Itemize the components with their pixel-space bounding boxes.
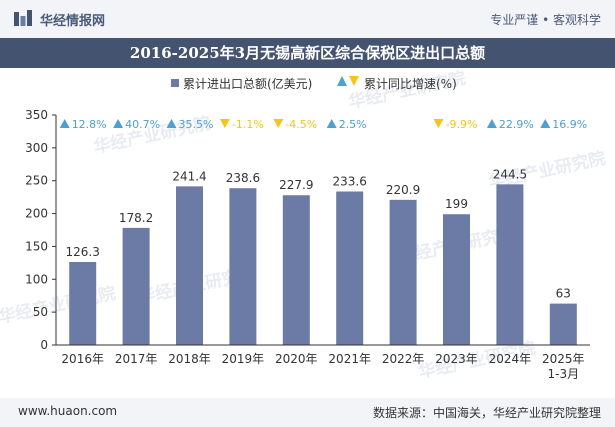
bar-value-label: 126.3: [66, 245, 100, 259]
growth-rate-label: 12.8%: [72, 118, 107, 131]
growth-rate-label: -4.5%: [285, 118, 317, 131]
bar-value-label: 63: [556, 287, 571, 301]
y-tick-label: 0: [40, 338, 48, 352]
legend-down-triangle-icon: [349, 76, 359, 86]
bars: 126.3 178.2 241.4 238.6 227.9 233.6 220.9 199 24…: [66, 167, 577, 345]
chart: 华经产业研究院华经产业研究院华经产业研究院华经产业研究院华经产业研究院华经产业研…: [0, 68, 607, 383]
growth-up-triangle-icon: [59, 119, 70, 128]
bar: [122, 227, 150, 345]
chart-title: 2016-2025年3月无锡高新区综合保税区进出口总额: [129, 44, 486, 62]
growth-rate-label: 2.5%: [339, 118, 367, 131]
y-tick-label: 350: [25, 108, 48, 122]
growth-down-triangle-icon: [219, 119, 230, 128]
x-tick-label: 2018年: [168, 352, 211, 366]
x-tick-label: 2023年: [435, 352, 478, 366]
growth-labels: 12.8% 40.7% 35.5% -1.1% -4.5% 2.5% -9.9% 22.9% 1…: [59, 118, 587, 131]
footer: www.huaon.com 数据来源：中国海关，华经产业研究院整理: [0, 398, 615, 427]
bar-value-label: 199: [445, 197, 468, 211]
y-tick-label: 200: [25, 207, 48, 221]
tagline: 专业严谨 • 客观科学: [490, 13, 601, 27]
bar: [549, 303, 577, 345]
bar-value-label: 241.4: [172, 169, 206, 183]
bar-value-label: 220.9: [386, 183, 420, 197]
bar: [443, 214, 470, 345]
growth-up-triangle-icon: [486, 119, 497, 128]
bar: [176, 186, 203, 345]
x-tick-label: 2021年: [328, 352, 371, 366]
logo-icon: [14, 10, 32, 26]
x-tick-label: 2025年: [542, 352, 585, 366]
growth-up-triangle-icon: [540, 119, 551, 128]
bar-value-label: 244.5: [493, 167, 527, 181]
x-tick-label: 2017年: [115, 352, 158, 366]
data-source: 数据来源：中国海关，华经产业研究院整理: [372, 406, 601, 420]
y-axis: 0 50 100 150 200 250 300 350: [25, 108, 57, 352]
y-tick-label: 100: [25, 272, 48, 286]
legend-growth-label: 累计同比增速(%): [364, 77, 457, 91]
bar-value-label: 233.6: [333, 174, 367, 188]
legend: 累计进出口总额(亿美元) 累计同比增速(%): [171, 76, 457, 91]
growth-up-triangle-icon: [166, 119, 177, 128]
y-tick-label: 50: [33, 305, 48, 319]
watermark-text: 华经产业研究院: [0, 283, 117, 328]
legend-bar-swatch: [171, 79, 179, 87]
bar: [282, 195, 310, 345]
brand-name: 华经情报网: [40, 14, 106, 29]
legend-up-triangle-icon: [337, 76, 347, 86]
bar: [389, 199, 417, 345]
growth-up-triangle-icon: [326, 119, 337, 128]
bar-value-label: 178.2: [119, 211, 153, 225]
title-bar: 2016-2025年3月无锡高新区综合保税区进出口总额: [0, 38, 615, 68]
bar: [496, 184, 524, 345]
growth-rate-label: 35.5%: [179, 118, 214, 131]
site-url[interactable]: www.huaon.com: [18, 404, 118, 418]
x-tick-label: 2020年: [275, 352, 318, 366]
x-axis: 2016年 2017年 2018年 2019年 2020年 2021年 2022年 2023年…: [56, 344, 590, 381]
x-tick-label: 2019年: [222, 352, 265, 366]
legend-bar-label: 累计进出口总额(亿美元): [183, 76, 312, 91]
x-tick-label: 2016年: [61, 352, 104, 366]
bar: [69, 262, 97, 345]
growth-rate-label: 16.9%: [552, 118, 587, 131]
bar: [336, 191, 364, 345]
growth-rate-label: -9.9%: [446, 118, 478, 131]
x-tick-label: 1-3月: [547, 367, 579, 381]
bar-value-label: 227.9: [279, 178, 313, 192]
bar-value-label: 238.6: [226, 171, 260, 185]
growth-rate-label: 40.7%: [125, 118, 160, 131]
y-tick-label: 250: [25, 174, 48, 188]
y-tick-label: 300: [25, 141, 48, 155]
top-bar: 华经情报网 专业严谨 • 客观科学: [0, 0, 615, 38]
y-tick-label: 150: [25, 239, 48, 253]
x-tick-label: 2024年: [489, 352, 532, 366]
growth-rate-label: 22.9%: [499, 118, 534, 131]
growth-down-triangle-icon: [433, 119, 444, 128]
growth-rate-label: -1.1%: [232, 118, 264, 131]
bar: [229, 188, 257, 345]
x-tick-label: 2022年: [382, 352, 425, 366]
growth-down-triangle-icon: [273, 119, 284, 128]
growth-up-triangle-icon: [113, 119, 124, 128]
